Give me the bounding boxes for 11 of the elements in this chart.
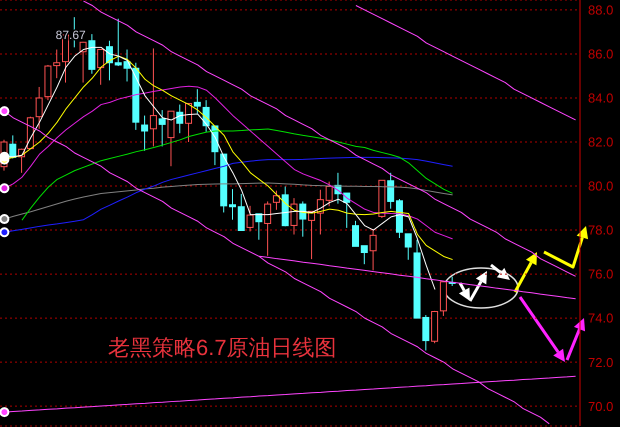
y-tick-label: 80.0	[588, 178, 614, 194]
y-tick-label: 78.0	[588, 222, 614, 238]
y-tick-label: 74.0	[588, 310, 614, 326]
y-tick-label: 88.0	[588, 2, 614, 18]
y-tick-label: 84.0	[588, 90, 614, 106]
y-tick-label: 82.0	[588, 134, 614, 150]
y-tick-label: 86.0	[588, 46, 614, 62]
text: 老黑策略6.7原油日线图	[108, 334, 337, 362]
y-tick-label: 70.0	[588, 398, 614, 414]
y-tick-label: 72.0	[588, 354, 614, 370]
y-tick-label: 76.0	[588, 266, 614, 282]
